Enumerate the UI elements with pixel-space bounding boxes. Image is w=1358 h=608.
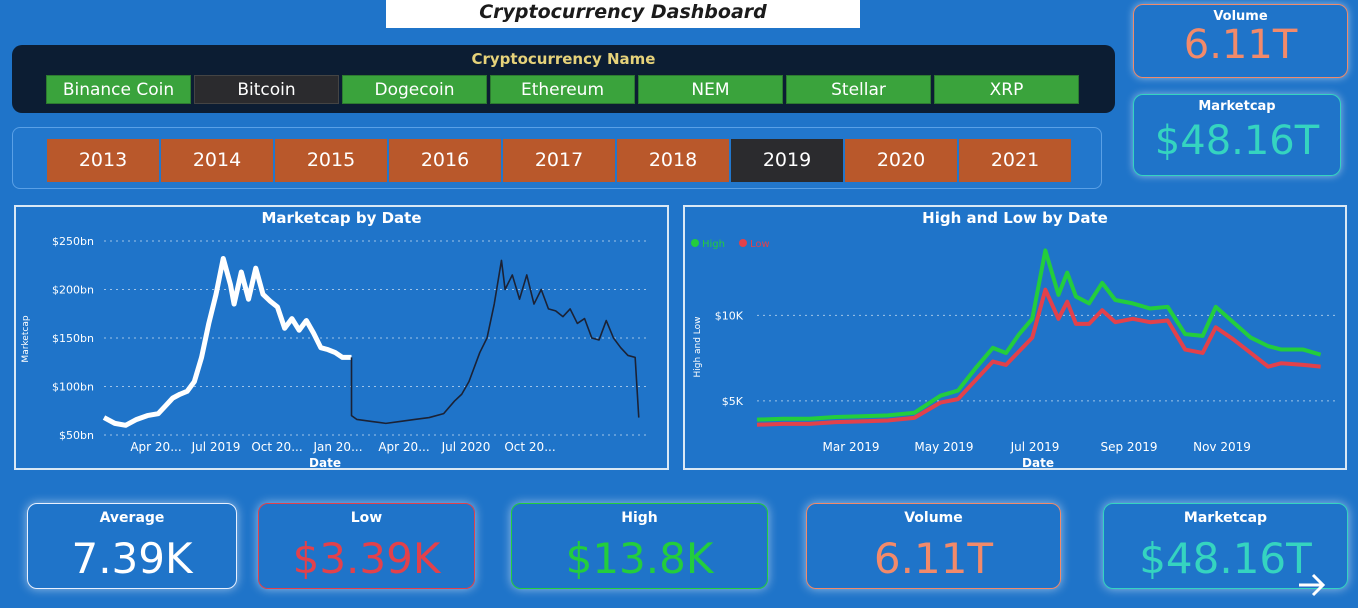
coin-option-xrp[interactable]: XRP: [934, 75, 1079, 104]
year-option-2014[interactable]: 2014: [161, 139, 273, 182]
x-tick-label: Jul 2019: [1010, 440, 1060, 454]
x-tick-label: Jan 20...: [312, 440, 362, 454]
kpi-average: Average 7.39K: [27, 503, 237, 589]
marketcap-chart[interactable]: Marketcap by Date $50bn $100bn $150bn $200b…: [14, 205, 669, 470]
year-option-2013[interactable]: 2013: [47, 139, 159, 182]
legend-label: Low: [750, 239, 770, 250]
x-axis-title: Date: [1022, 456, 1054, 469]
x-tick-label: Sep 2019: [1101, 440, 1158, 454]
year-option-2020[interactable]: 2020: [845, 139, 957, 182]
high-series-line: [756, 248, 1322, 422]
kpi-volume-top-value: 6.11T: [1183, 22, 1298, 68]
marketcap-chart-title: Marketcap by Date: [261, 209, 422, 227]
kpi-marketcap-top: Marketcap $48.16T: [1133, 94, 1341, 176]
x-tick-label: May 2019: [914, 440, 973, 454]
kpi-high: High $13.8K: [511, 503, 768, 589]
x-tick-label: Mar 2019: [823, 440, 880, 454]
legend-label: High: [702, 239, 725, 250]
kpi-marketcap-label: Marketcap: [1183, 510, 1268, 526]
coin-option-stellar[interactable]: Stellar: [786, 75, 931, 104]
y-axis-title: Marketcap: [21, 315, 31, 362]
kpi-volume-top: Volume 6.11T: [1133, 4, 1348, 78]
kpi-low-value: $3.39K: [292, 534, 441, 583]
year-option-2015[interactable]: 2015: [275, 139, 387, 182]
kpi-volume-value: 6.11T: [873, 534, 994, 583]
x-axis-title: Date: [309, 456, 341, 469]
kpi-high-label: High: [621, 510, 658, 526]
kpi-volume: Volume 6.11T: [806, 503, 1061, 589]
y-tick-label: $5K: [722, 395, 744, 408]
y-tick-label: $150bn: [52, 332, 94, 345]
low-series-line: [756, 287, 1321, 427]
kpi-average-label: Average: [99, 510, 165, 526]
marketcap-chart-svg: $50bn $100bn $150bn $200bn $250bn Apr 20... Ju…: [21, 235, 646, 469]
coin-option-binance-coin[interactable]: Binance Coin: [46, 75, 191, 104]
marketcap-series-line: [102, 255, 352, 428]
year-option-2016[interactable]: 2016: [389, 139, 501, 182]
high-low-chart[interactable]: High and Low by Date $5K $10K Mar 2019 May …: [683, 205, 1347, 470]
kpi-marketcap-top-value: $48.16T: [1154, 118, 1320, 164]
coin-option-nem[interactable]: NEM: [638, 75, 783, 104]
coin-option-bitcoin[interactable]: Bitcoin: [194, 75, 339, 104]
kpi-low: Low $3.39K: [258, 503, 475, 589]
y-axis-title: High and Low: [693, 316, 703, 377]
y-tick-label: $200bn: [52, 284, 94, 297]
y-tick-label: $50bn: [59, 429, 94, 442]
high-low-chart-title: High and Low by Date: [922, 209, 1108, 227]
x-tick-label: Oct 20...: [504, 440, 555, 454]
year-option-2018[interactable]: 2018: [617, 139, 729, 182]
coin-option-ethereum[interactable]: Ethereum: [490, 75, 635, 104]
kpi-volume-top-label: Volume: [1213, 9, 1268, 24]
y-tick-label: $100bn: [52, 381, 94, 394]
coin-slicer-title: Cryptocurrency Name: [471, 50, 656, 68]
x-tick-label: Jul 2019: [191, 440, 241, 454]
marketcap-series-line: [350, 259, 640, 425]
x-tick-label: Jul 2020: [441, 440, 491, 454]
high-low-chart-svg: $5K $10K Mar 2019 May 2019 Jul 2019 Sep 2019 N…: [691, 239, 1335, 469]
legend-marker: [739, 239, 747, 247]
kpi-low-label: Low: [350, 510, 383, 526]
year-option-2021[interactable]: 2021: [959, 139, 1071, 182]
coin-option-dogecoin[interactable]: Dogecoin: [342, 75, 487, 104]
kpi-volume-label: Volume: [904, 510, 963, 526]
kpi-high-value: $13.8K: [565, 534, 714, 583]
y-tick-label: $250bn: [52, 235, 94, 248]
x-tick-label: Apr 20...: [378, 440, 429, 454]
x-tick-label: Apr 20...: [130, 440, 181, 454]
kpi-marketcap-value: $48.16T: [1139, 534, 1312, 583]
kpi-marketcap-top-label: Marketcap: [1198, 99, 1276, 114]
y-tick-label: $10K: [715, 309, 744, 322]
x-tick-label: Nov 2019: [1193, 440, 1251, 454]
year-option-2019[interactable]: 2019: [731, 139, 843, 182]
page-title: Cryptocurrency Dashboard: [386, 0, 860, 28]
x-tick-label: Oct 20...: [251, 440, 302, 454]
kpi-marketcap: Marketcap $48.16T: [1103, 503, 1348, 589]
year-option-2017[interactable]: 2017: [503, 139, 615, 182]
arrow-right-icon[interactable]: [1295, 570, 1329, 600]
kpi-average-value: 7.39K: [71, 534, 193, 583]
legend-marker: [691, 239, 699, 247]
